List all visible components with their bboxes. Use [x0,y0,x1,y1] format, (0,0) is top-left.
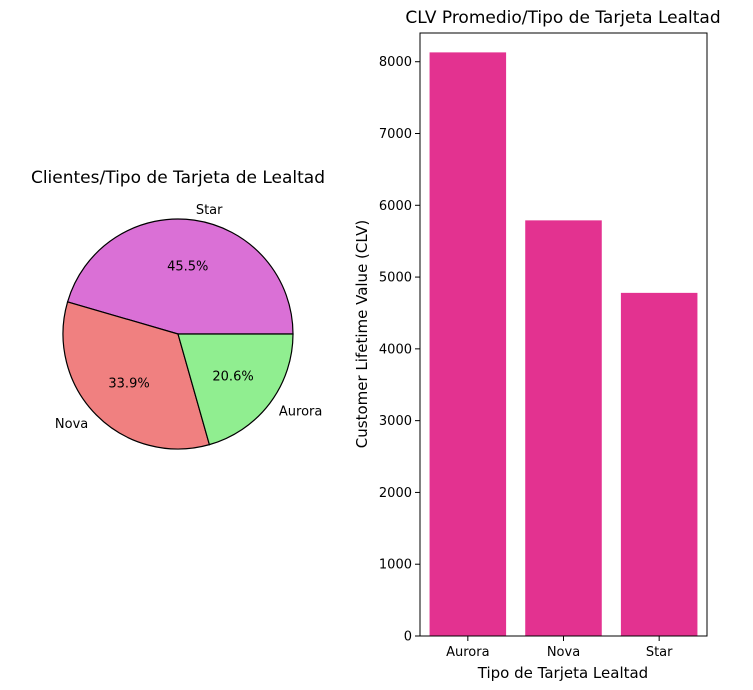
pie-percent-nova: 33.9% [108,377,149,392]
y-tick-label: 1000 [379,558,412,573]
pie-slice-star [66,218,294,335]
pie-label-aurora: Aurora [279,404,322,419]
x-axis-label: Tipo de Tarjeta Lealtad [477,664,648,682]
x-tick-label-star: Star [646,645,673,660]
x-tick-label-nova: Nova [547,645,580,660]
y-tick-label: 2000 [379,486,412,501]
y-tick-label: 0 [404,630,412,645]
pie-chart: Clientes/Tipo de Tarjeta de Lealtad Star… [31,168,325,450]
pie-slice-nova [62,301,211,450]
y-tick-label: 5000 [379,271,412,286]
bar-nova [525,220,602,636]
pie-label-nova: Nova [55,417,88,432]
bar-title: CLV Promedio/Tipo de Tarjeta Lealtad [405,8,720,28]
y-tick-label: 7000 [379,127,412,142]
y-tick-label: 6000 [379,199,412,214]
x-tick-label-aurora: Aurora [446,645,489,660]
bar-star [620,292,698,636]
y-tick-label: 4000 [379,342,412,357]
y-axis-label: Customer Lifetime Value (CLV) [353,220,371,448]
bar-chart: CLV Promedio/Tipo de Tarjeta Lealtad Aur… [353,8,721,682]
pie-percent-star: 45.5% [167,260,208,275]
pie-title: Clientes/Tipo de Tarjeta de Lealtad [31,168,325,188]
pie-label-star: Star [196,203,223,218]
pie-percent-aurora: 20.6% [212,370,253,385]
pie-slice-aurora [177,333,294,446]
y-tick-label: 8000 [379,55,412,70]
y-tick-label: 3000 [379,414,412,429]
bar-aurora [429,52,507,636]
